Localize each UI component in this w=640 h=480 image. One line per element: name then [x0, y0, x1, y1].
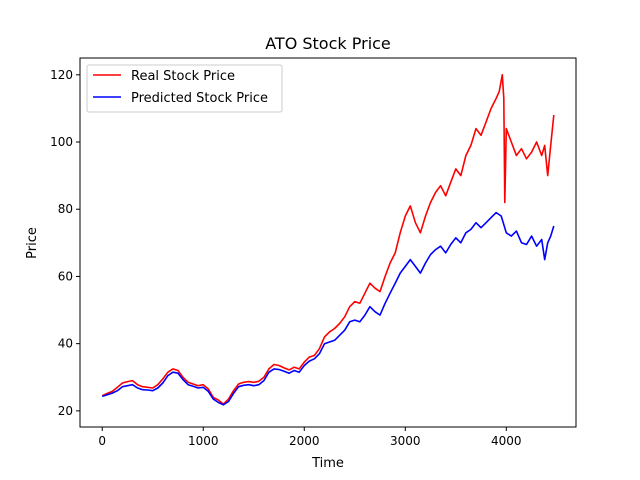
x-tick-label: 3000	[390, 434, 421, 448]
legend: Real Stock Price Predicted Stock Price	[86, 64, 283, 113]
y-tick-label: 20	[58, 404, 73, 418]
legend-label-real: Real Stock Price	[131, 69, 235, 84]
y-tick-label: 80	[58, 202, 73, 216]
series-real-line	[101, 74, 555, 405]
series-predicted-line	[101, 211, 555, 406]
y-axis: 20 40 60 80 100 120	[50, 68, 80, 418]
legend-label-predicted: Predicted Stock Price	[131, 91, 268, 106]
x-tick-label: 0	[98, 434, 106, 448]
y-axis-label: Price	[25, 227, 40, 259]
chart-title: ATO Stock Price	[265, 34, 391, 53]
x-tick-label: 4000	[491, 434, 522, 448]
x-axis-label: Time	[311, 456, 344, 471]
plot-layer	[101, 74, 555, 406]
x-tick-label: 1000	[188, 434, 219, 448]
legend-box	[86, 64, 283, 113]
y-tick-label: 60	[58, 269, 73, 283]
plot-frame	[79, 57, 577, 428]
x-axis: 0 1000 2000 3000 4000	[98, 427, 522, 448]
y-tick-label: 120	[50, 68, 73, 82]
y-tick-label: 40	[58, 337, 73, 351]
y-tick-label: 100	[50, 135, 73, 149]
x-tick-label: 2000	[289, 434, 320, 448]
